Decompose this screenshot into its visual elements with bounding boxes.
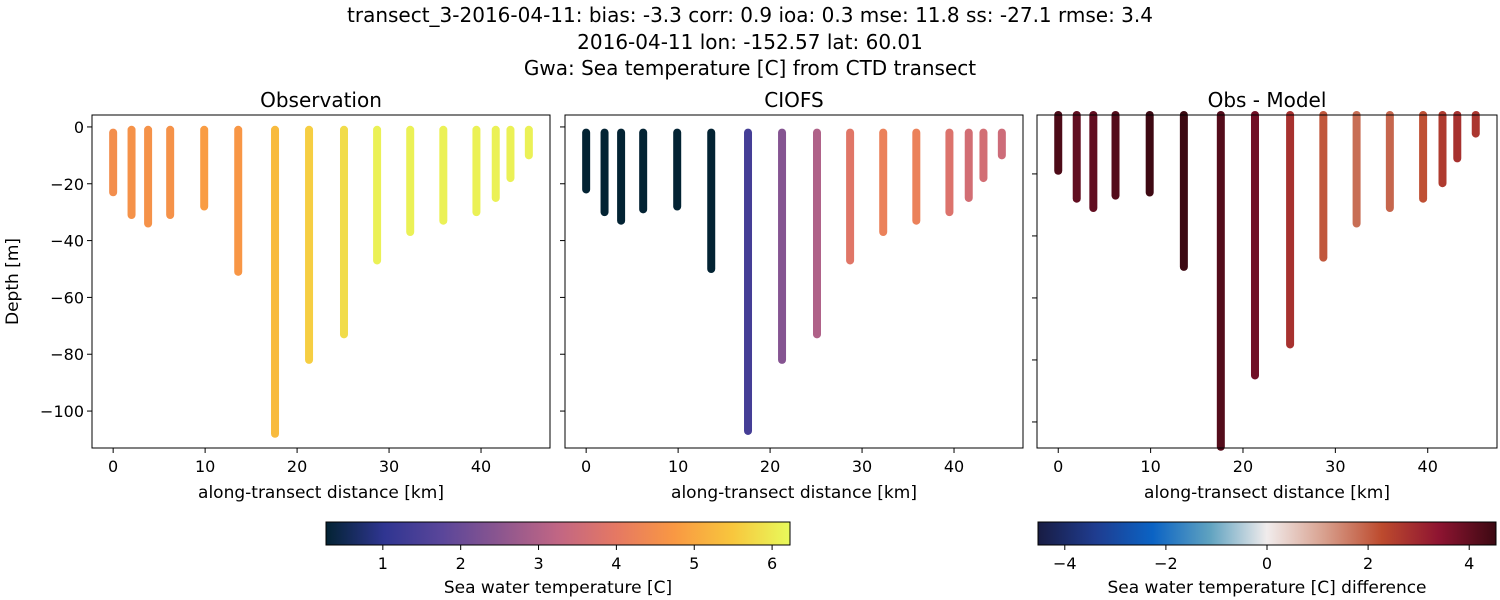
colorbar-tick-label: 2 [1363,554,1373,573]
suptitle-line-1: transect_3-2016-04-11: bias: -3.3 corr: … [347,3,1153,27]
x-axis-label: along-transect distance [km] [1144,483,1390,503]
x-tick-label: 0 [108,457,118,476]
panel-title: CIOFS [764,88,823,112]
suptitle-line-2: 2016-04-11 lon: -152.57 lat: 60.01 [577,30,923,54]
colorbar-tick-label: 2 [456,554,466,573]
panel-observation: Observation 0 10 20 30 40 along-transect dista… [3,88,551,503]
axes-frame [564,114,1024,449]
x-tick-label: 20 [287,457,307,476]
colorbar-balance: −4 −2 0 2 4 Sea water temperature [C] differe… [1037,521,1497,598]
x-tick-label: 20 [1233,457,1253,476]
colorbar-bar [325,521,791,546]
y-tick-label: −40 [50,232,84,251]
colorbar-bar [1037,521,1497,546]
x-tick-label: 30 [1325,457,1345,476]
colorbar-tick-label: −2 [1154,554,1178,573]
x-tick-label: 30 [379,457,399,476]
x-tick-label: 30 [852,457,872,476]
x-tick-label: 10 [1140,457,1160,476]
panel-ciofs: CIOFS 0 10 20 30 40 along-transect distance [k… [560,88,1024,503]
panel-title: Obs - Model [1208,88,1327,112]
axes-frame [91,114,551,449]
colorbar-tick-label: −4 [1053,554,1077,573]
colorbar-tick-label: 3 [533,554,543,573]
x-tick-label: 20 [760,457,780,476]
colorbar-tick-label: 6 [767,554,777,573]
x-tick-label: 10 [668,457,688,476]
x-axis-label: along-transect distance [km] [671,483,917,503]
colorbar-thermal: 1 2 3 4 5 6 Sea water temperature [C] [325,521,791,598]
panel-obs-model: Obs - Model 0 10 20 30 40 along-transect dista… [1032,88,1498,503]
panel-title: Observation [260,88,382,112]
colorbar-label: Sea water temperature [C] difference [1107,578,1426,598]
y-tick-label: −20 [50,175,84,194]
colorbar-tick-label: 1 [378,554,388,573]
x-tick-label: 40 [1418,457,1438,476]
colorbar-tick-label: 0 [1262,554,1272,573]
x-tick-label: 0 [1053,457,1063,476]
x-axis-label: along-transect distance [km] [198,483,444,503]
suptitle-line-3: Gwa: Sea temperature [C] from CTD transe… [524,56,976,80]
x-tick-label: 10 [195,457,215,476]
colorbar-label: Sea water temperature [C] [444,578,672,598]
axes-frame [1036,114,1498,449]
suptitle: transect_3-2016-04-11: bias: -3.3 corr: … [347,3,1153,80]
y-tick-label: −100 [40,402,84,421]
x-tick-label: 40 [944,457,964,476]
y-axis-label: Depth [m] [3,238,23,325]
colorbar-tick-label: 4 [611,554,621,573]
y-tick-label: −80 [50,345,84,364]
colorbar-tick-label: 5 [689,554,699,573]
x-tick-label: 40 [471,457,491,476]
y-tick-label: 0 [74,118,84,137]
y-tick-label: −60 [50,288,84,307]
x-tick-label: 0 [581,457,591,476]
colorbar-tick-label: 4 [1464,554,1474,573]
